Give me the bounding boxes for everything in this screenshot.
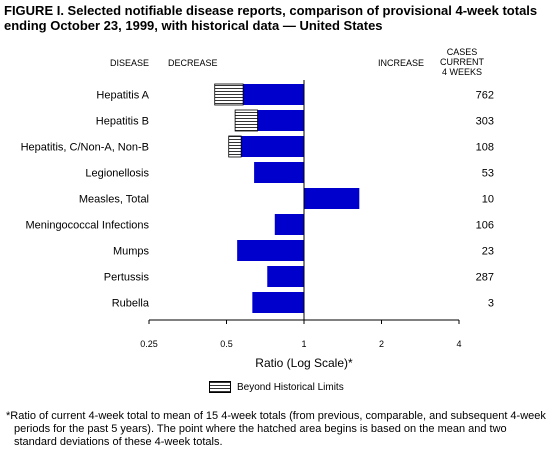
increase-header: INCREASE — [378, 58, 425, 68]
cases-count: 303 — [476, 116, 494, 128]
beyond-limits-hatch — [214, 83, 244, 106]
cases-count: 287 — [476, 272, 494, 284]
cases-count: 23 — [482, 246, 494, 258]
disease-label: Hepatitis B — [96, 116, 149, 128]
x-tick-label: 4 — [456, 339, 461, 349]
figure-title: FIGURE I. Selected notifiable disease re… — [4, 3, 550, 33]
ratio-bar — [257, 110, 304, 131]
cases-count: 3 — [488, 298, 494, 310]
ratio-bar — [254, 162, 304, 183]
disease-label: Mumps — [113, 246, 150, 258]
x-tick-label: 2 — [379, 339, 384, 349]
figure-title-line-2: ending October 23, 1999, with historical… — [4, 18, 383, 33]
disease-label: Pertussis — [104, 272, 150, 284]
disease-label: Hepatitis A — [96, 90, 149, 102]
disease-label: Measles, Total — [79, 194, 149, 206]
cases-count: 108 — [476, 142, 494, 154]
x-tick-label: 0.25 — [140, 339, 158, 349]
legend-label: Beyond Historical Limits — [237, 381, 344, 393]
cases-count: 762 — [476, 90, 494, 102]
disease-label: Hepatitis, C/Non-A, Non-B — [21, 142, 149, 154]
cases-header-line-1: CASES CURRENT — [440, 47, 484, 67]
ratio-bar — [252, 292, 304, 313]
beyond-limits-hatch — [228, 135, 242, 158]
x-axis-label: Ratio (Log Scale)* — [255, 356, 353, 370]
decrease-header: DECREASE — [168, 58, 218, 68]
ratio-bar — [243, 84, 304, 105]
x-tick-label: 0.5 — [220, 339, 233, 349]
ratio-bar — [267, 266, 304, 287]
x-tick-label: 1 — [301, 339, 306, 349]
disease-column-header: DISEASE — [110, 58, 150, 68]
ratio-bar — [304, 188, 360, 209]
ratio-bar — [241, 136, 304, 157]
footnote-text: *Ratio of current 4-week total to mean o… — [6, 410, 546, 448]
footnote: *Ratio of current 4-week total to mean o… — [4, 410, 550, 449]
hatch-legend-swatch — [209, 381, 231, 393]
cases-count: 53 — [482, 168, 494, 180]
disease-label: Rubella — [112, 298, 150, 310]
disease-label: Legionellosis — [85, 168, 149, 180]
cases-count: 10 — [482, 194, 494, 206]
beyond-limits-hatch — [234, 109, 258, 132]
ratio-bar — [237, 240, 304, 261]
ratio-bar-chart: Hepatitis A 762 Hepatitis B 303 Hepatitis, C… — [21, 80, 494, 370]
chart-legend: Beyond Historical Limits — [209, 380, 344, 394]
ratio-bar — [274, 214, 304, 235]
figure-title-line-1: FIGURE I. Selected notifiable disease re… — [4, 3, 538, 18]
cases-column-header: CASES CURRENT 4 WEEKS — [430, 47, 494, 77]
cases-count: 106 — [476, 220, 494, 232]
disease-label: Meningococcal Infections — [25, 220, 149, 232]
cases-header-line-2: 4 WEEKS — [441, 67, 482, 77]
